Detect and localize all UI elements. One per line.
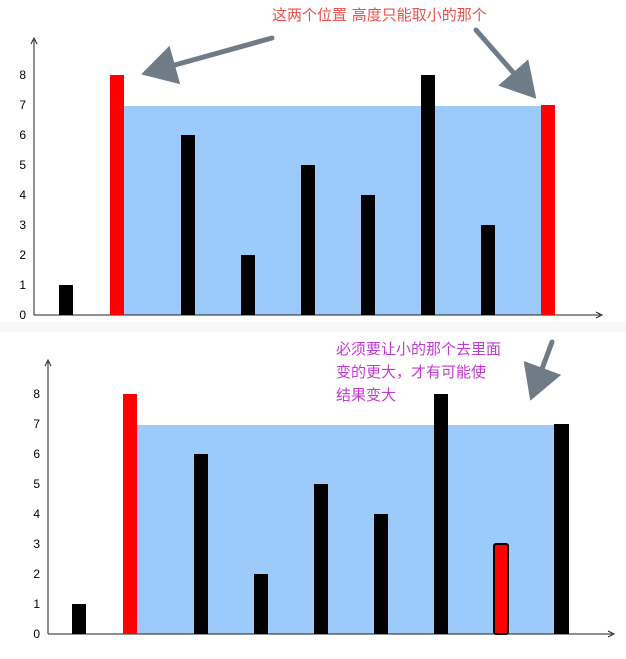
bar xyxy=(301,165,315,315)
bar xyxy=(361,195,375,315)
highlighted-bar xyxy=(110,75,124,315)
bar xyxy=(194,454,208,634)
arrow-to-left-red-bar xyxy=(141,35,275,85)
arrow-to-right-red-bar xyxy=(473,27,537,99)
bar xyxy=(421,75,435,315)
y-tick-label: 5 xyxy=(33,477,40,491)
bar xyxy=(181,135,195,315)
bar xyxy=(374,514,388,634)
y-tick-labels: 0 1 2 3 4 5 6 7 8 xyxy=(19,68,26,322)
bars xyxy=(72,394,569,635)
y-tick-label: 1 xyxy=(33,597,40,611)
y-tick-label: 4 xyxy=(19,188,26,202)
arrow-bottom xyxy=(523,339,562,401)
bar xyxy=(314,484,328,634)
y-tick-label: 8 xyxy=(19,68,26,82)
bottom-annotation-line-1: 必须要让小的那个去里面 xyxy=(336,340,501,358)
y-tick-label: 0 xyxy=(19,308,26,322)
bar xyxy=(72,604,86,634)
bar xyxy=(59,285,73,315)
bar xyxy=(254,574,268,634)
y-tick-label: 3 xyxy=(33,537,40,551)
bar xyxy=(481,225,495,315)
bottom-annotation-line-3: 结果变大 xyxy=(336,386,396,404)
y-tick-labels: 0 1 2 3 4 5 6 7 8 xyxy=(33,387,40,641)
bar xyxy=(241,255,255,315)
top-annotation: 这两个位置 高度只能取小的那个 xyxy=(272,6,487,24)
y-tick-label: 8 xyxy=(33,387,40,401)
y-tick-label: 3 xyxy=(19,218,26,232)
bottom-annotation-line-2: 变的更大，才有可能使 xyxy=(336,363,486,381)
y-tick-label: 4 xyxy=(33,507,40,521)
y-tick-label: 1 xyxy=(19,278,26,292)
y-tick-label: 0 xyxy=(33,627,40,641)
highlighted-bar xyxy=(541,105,555,315)
bar xyxy=(434,394,448,634)
y-tick-label: 7 xyxy=(33,417,40,431)
bar xyxy=(554,424,569,634)
y-tick-label: 5 xyxy=(19,158,26,172)
panel-divider xyxy=(0,322,626,332)
y-tick-label: 2 xyxy=(19,248,26,262)
bars xyxy=(59,75,555,315)
highlighted-bar xyxy=(123,394,137,634)
top-chart: 0 1 2 3 4 5 6 7 8 xyxy=(19,36,604,322)
bottom-chart: 0 1 2 3 4 5 6 7 8 xyxy=(33,358,616,641)
y-tick-label: 2 xyxy=(33,567,40,581)
y-tick-label: 6 xyxy=(19,128,26,142)
y-tick-label: 6 xyxy=(33,447,40,461)
highlighted-bar xyxy=(493,543,509,635)
y-tick-label: 7 xyxy=(19,98,26,112)
